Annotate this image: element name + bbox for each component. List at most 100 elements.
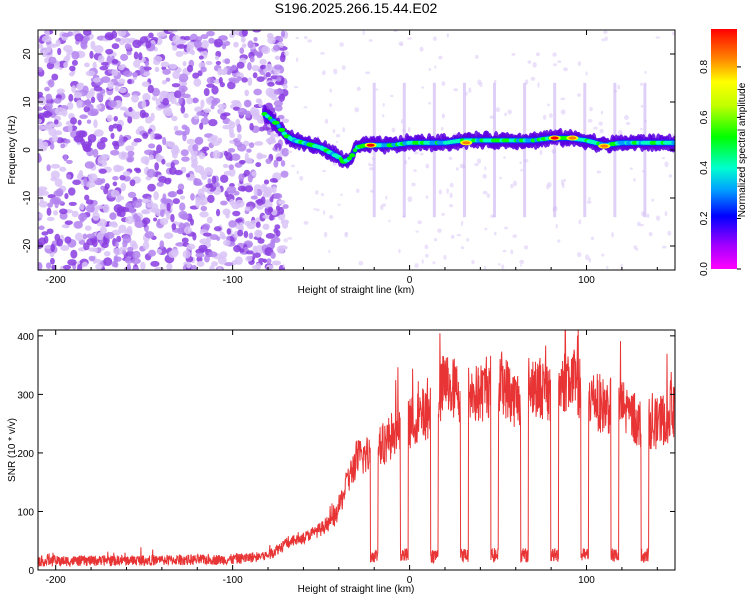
noise-cell-faint: [552, 52, 557, 57]
noise-cell: [219, 231, 226, 239]
noise-cell-faint: [448, 156, 453, 160]
noise-cell: [271, 260, 282, 266]
noise-cell: [85, 204, 95, 213]
noise-cell: [110, 149, 120, 156]
noise-cell: [156, 181, 164, 187]
noise-cell-faint: [655, 215, 661, 221]
x-tick-label: -200: [46, 575, 66, 586]
noise-cell: [38, 153, 42, 163]
noise-cell: [180, 105, 186, 114]
noise-cell: [186, 261, 191, 269]
noise-cell-faint: [601, 253, 605, 257]
noise-cell: [193, 39, 202, 49]
noise-cell: [141, 209, 148, 215]
noise-cell: [71, 51, 80, 60]
noise-cell: [182, 132, 187, 142]
noise-cell-faint: [370, 164, 374, 167]
noise-cell: [215, 208, 221, 217]
noise-cell: [200, 205, 208, 212]
noise-cell: [66, 174, 72, 180]
noise-cell-faint: [593, 126, 598, 130]
noise-cell: [222, 124, 232, 130]
noise-cell: [96, 92, 104, 102]
noise-cell: [111, 43, 120, 50]
spectral-streak: [523, 82, 527, 218]
noise-cell: [83, 106, 90, 113]
ridge-core: [346, 156, 352, 161]
noise-cell: [63, 44, 73, 53]
noise-cell: [243, 109, 248, 115]
noise-cell: [63, 154, 68, 162]
noise-cell: [97, 155, 107, 164]
noise-cell-faint: [440, 126, 444, 131]
noise-cell: [153, 217, 158, 222]
y-tick-label: 0: [22, 147, 33, 153]
noise-cell-faint: [344, 232, 349, 238]
noise-cell: [205, 183, 214, 189]
ridge-peak: [462, 141, 471, 145]
noise-cell: [115, 37, 121, 42]
noise-cell: [276, 156, 283, 162]
noise-cell-faint: [606, 265, 609, 270]
noise-cell: [198, 152, 206, 160]
noise-cell: [55, 188, 64, 197]
noise-cell-faint: [664, 161, 669, 168]
noise-cell: [239, 47, 245, 55]
noise-cell-faint: [293, 86, 299, 89]
noise-cell: [135, 111, 141, 116]
noise-cell: [54, 178, 63, 187]
noise-cell: [56, 88, 65, 94]
noise-cell: [150, 112, 155, 122]
noise-cell: [197, 188, 205, 198]
noise-cell-faint: [586, 200, 592, 204]
noise-cell: [124, 43, 132, 50]
spectrogram-y-ticks: -20 -10 0 10 20: [22, 48, 675, 253]
colorbar-tick-label: 0.0: [699, 262, 710, 276]
noise-cell: [48, 43, 58, 48]
noise-cell: [206, 216, 213, 224]
noise-cell: [55, 39, 61, 47]
noise-cell-faint: [577, 93, 582, 97]
noise-cell-faint: [648, 231, 653, 237]
noise-cell: [184, 126, 190, 135]
noise-cell-faint: [499, 176, 502, 180]
noise-cell: [86, 233, 96, 239]
noise-cell: [219, 251, 228, 259]
noise-cell: [159, 240, 165, 250]
noise-cell: [245, 255, 253, 262]
noise-cell: [251, 219, 257, 224]
noise-cell-faint: [588, 257, 592, 263]
noise-cell: [92, 212, 100, 221]
noise-cell: [38, 262, 43, 270]
noise-cell: [95, 263, 103, 270]
noise-cell: [187, 64, 194, 73]
noise-cell: [115, 165, 125, 172]
noise-cell: [38, 112, 48, 118]
noise-cell: [131, 258, 141, 265]
noise-cell: [253, 88, 262, 96]
noise-cell: [148, 143, 156, 149]
noise-cell-faint: [578, 219, 582, 225]
noise-cell-faint: [328, 249, 331, 254]
noise-cell: [46, 216, 55, 222]
noise-cell: [151, 95, 158, 101]
noise-cell-faint: [339, 42, 344, 47]
spectrogram-ridge: [261, 104, 675, 169]
noise-cell: [96, 231, 104, 241]
noise-cell-faint: [561, 183, 564, 186]
noise-cell-faint: [276, 71, 280, 75]
snr-series-line: [38, 330, 675, 568]
noise-cell-faint: [640, 82, 643, 87]
noise-cell: [217, 104, 227, 109]
noise-cell: [239, 222, 244, 231]
noise-cell: [93, 86, 103, 92]
noise-cell: [173, 144, 179, 154]
noise-cell: [265, 232, 275, 239]
noise-cell: [80, 138, 86, 146]
noise-cell: [231, 30, 236, 36]
noise-cell: [238, 173, 245, 182]
noise-cell: [269, 196, 274, 203]
ridge-peak: [568, 136, 577, 140]
noise-cell: [155, 135, 163, 140]
noise-cell: [160, 61, 170, 68]
